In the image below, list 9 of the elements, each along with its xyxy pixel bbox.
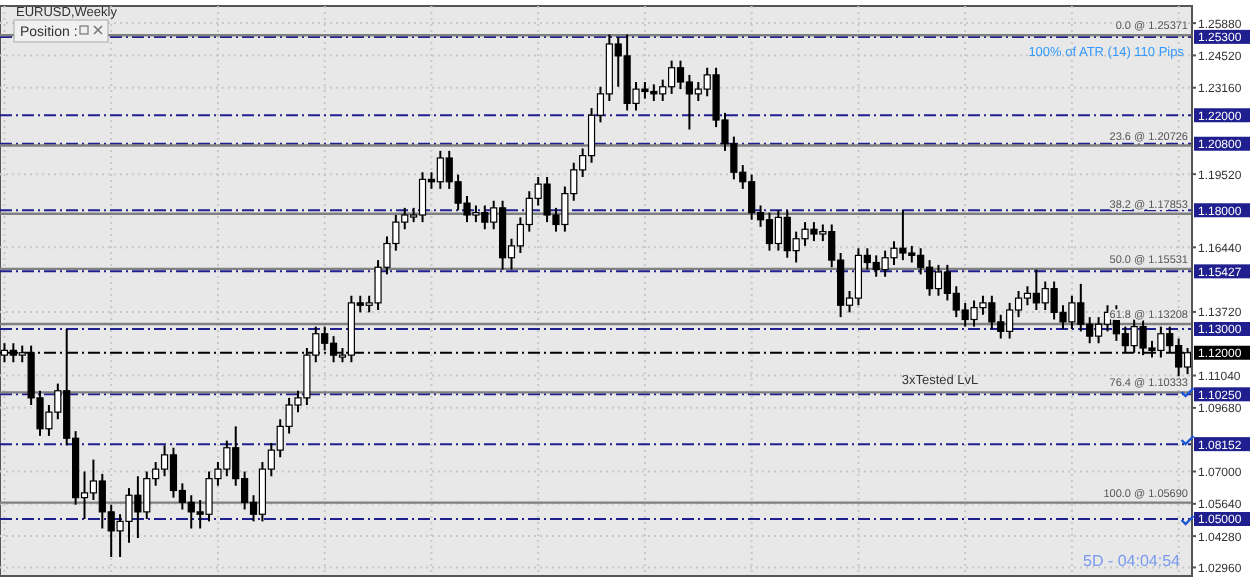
candlestick	[169, 446, 178, 499]
candlestick	[854, 247, 863, 307]
candlestick	[925, 259, 934, 297]
annotation: 5D - 04:04:54	[1083, 552, 1182, 570]
candlestick	[418, 171, 427, 224]
candlestick	[676, 59, 685, 91]
candlestick	[934, 263, 943, 297]
candlestick	[1023, 285, 1032, 307]
candlestick	[765, 211, 774, 252]
